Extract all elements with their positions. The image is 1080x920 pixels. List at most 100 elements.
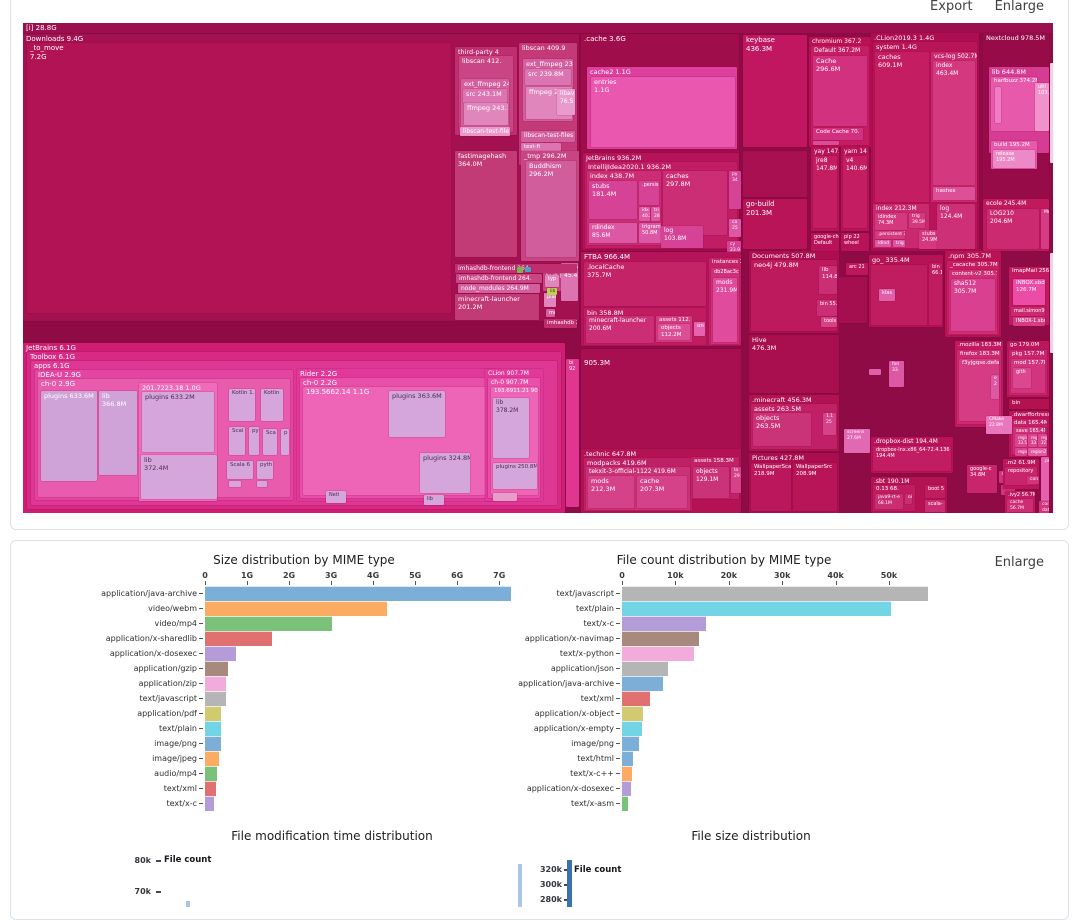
treemap-node[interactable]: region2 xyxy=(1028,448,1047,456)
treemap-node[interactable]: LOG210 204.6M xyxy=(987,209,1039,249)
treemap-node[interactable]: src 239.8M xyxy=(525,69,571,85)
treemap-node[interactable]: lib xyxy=(424,495,444,505)
treemap-node[interactable]: pip 22 wheel xyxy=(841,233,869,251)
treemap-node[interactable]: ca 25 xyxy=(729,219,741,237)
treemap-node[interactable]: .persistent 73 xyxy=(875,231,905,239)
treemap-node[interactable]: Sca xyxy=(263,429,277,455)
treemap-node[interactable] xyxy=(229,481,241,487)
treemap-node[interactable]: index 463.4M xyxy=(933,61,975,185)
treemap-node[interactable]: objects 263.5M xyxy=(753,413,811,446)
treemap-node[interactable]: bin 66.1 xyxy=(929,263,942,325)
treemap-node[interactable] xyxy=(995,87,1001,123)
treemap-node[interactable]: java9-rt-e 68.1M xyxy=(875,494,903,509)
treemap-node[interactable]: cache 207.3M xyxy=(637,476,687,508)
treemap-node[interactable]: cache 56.7M xyxy=(1007,499,1033,512)
treemap-node[interactable]: 1.1 25 xyxy=(823,413,836,435)
treemap-node[interactable] xyxy=(869,369,881,375)
treemap-node[interactable] xyxy=(493,493,517,501)
treemap-node[interactable]: keybase 436.3M xyxy=(743,35,807,147)
treemap-node[interactable]: google-ch Default xyxy=(811,233,839,251)
treemap-node[interactable]: libscan-test-files 6 xyxy=(521,131,575,142)
treemap-node[interactable]: regi 32. xyxy=(1038,434,1047,447)
treemap-node[interactable]: Scala 6 xyxy=(227,461,253,479)
treemap-node[interactable]: imhashdb-frontend 264. xyxy=(455,264,577,273)
treemap-node[interactable]: scala- xyxy=(925,500,945,512)
treemap-node[interactable]: pyth xyxy=(257,461,273,479)
treemap-node[interactable]: klas xyxy=(879,289,895,301)
treemap-node[interactable]: con data xyxy=(1039,501,1049,513)
treemap-node[interactable]: src 243.1M xyxy=(463,89,507,103)
treemap-node[interactable]: 905.3M xyxy=(581,349,741,455)
treemap-node[interactable]: boot 5 xyxy=(925,485,945,498)
treemap-node[interactable]: ffmpeg 243.1M xyxy=(464,103,508,125)
treemap-node[interactable]: WallpaperSrc 208.9M xyxy=(793,463,837,511)
treemap-node[interactable]: caches 609.1M xyxy=(875,52,929,202)
treemap-node[interactable]: lib 378.2M xyxy=(493,398,529,458)
enlarge-treemap-button[interactable]: Enlarge xyxy=(994,0,1044,14)
treemap-node[interactable]: plugins 363.6M xyxy=(389,391,445,437)
treemap-node[interactable]: lib xyxy=(547,288,557,295)
treemap-node[interactable]: dropbox-lnx.x86_64-72.4.136 194.4M xyxy=(873,446,951,471)
treemap-node[interactable] xyxy=(1050,63,1053,163)
treemap-node[interactable]: idind xyxy=(875,240,891,247)
treemap-node[interactable]: objects 112.2M xyxy=(658,324,690,340)
treemap-node[interactable]: trigram.i 50.8M xyxy=(639,223,661,243)
treemap-node[interactable]: minecraft-launcher 201.2M xyxy=(455,294,539,320)
treemap-node[interactable]: plugins 633.2M xyxy=(142,392,214,452)
treemap-node[interactable]: plugins 633.6M xyxy=(41,391,97,481)
treemap-node[interactable]: la 29 xyxy=(731,467,741,493)
treemap-node[interactable]: WallpaperScaled 218.9M xyxy=(751,463,791,511)
treemap-node[interactable]: con xyxy=(1027,476,1039,484)
treemap-node[interactable]: idindex 74.3M xyxy=(875,213,907,230)
treemap-node[interactable]: tools xyxy=(821,317,837,327)
treemap-node[interactable]: hashes xyxy=(933,187,975,200)
treemap-node[interactable] xyxy=(525,267,531,272)
treemap-node[interactable]: v4 140.6M xyxy=(843,156,867,228)
enlarge-charts-button[interactable]: Enlarge xyxy=(994,555,1044,570)
treemap-node[interactable]: Scal xyxy=(229,427,245,455)
treemap-node[interactable]: util 103.4 xyxy=(1035,83,1049,131)
treemap-node[interactable]: idx 40.2 xyxy=(639,207,650,221)
treemap-node[interactable]: [i] 28.8G xyxy=(23,23,1053,33)
treemap-node[interactable]: Kotlin 1. xyxy=(229,389,255,421)
treemap-node[interactable] xyxy=(517,267,523,273)
treemap-node[interactable]: stubs 181.4M xyxy=(589,181,637,219)
treemap-node[interactable]: log 103.8M xyxy=(661,226,703,248)
treemap-node[interactable]: typ xyxy=(545,275,559,287)
treemap-node[interactable]: lib 372.4M xyxy=(141,455,217,499)
treemap-node[interactable]: caches 297.8M xyxy=(663,171,727,235)
treemap-node[interactable]: tri 28 xyxy=(651,207,660,221)
treemap-node[interactable]: CMake 22.8M xyxy=(986,416,1012,434)
treemap-node[interactable]: e 2 xyxy=(991,375,999,399)
treemap-node[interactable]: oi xyxy=(905,494,912,504)
treemap-node[interactable] xyxy=(257,481,267,487)
treemap-node[interactable]: libscan-test-file xyxy=(460,127,510,136)
treemap-node[interactable]: .pkg xyxy=(1041,457,1049,513)
export-button[interactable]: Export xyxy=(930,0,973,14)
treemap-node[interactable]: _to_move 7.2G xyxy=(27,43,451,313)
treemap-node[interactable]: regio xyxy=(1015,448,1027,456)
treemap-node[interactable]: fon 33. xyxy=(889,361,904,387)
treemap-node[interactable]: .localCache 375.7M xyxy=(584,262,706,306)
treemap-node[interactable] xyxy=(813,141,839,145)
treemap-node[interactable] xyxy=(743,151,807,197)
treemap-node[interactable]: fastimagehash 364.0M xyxy=(455,151,517,257)
treemap-node[interactable] xyxy=(839,277,867,323)
treemap-node[interactable]: py 34 xyxy=(729,171,741,209)
treemap-node[interactable]: on xyxy=(694,322,705,336)
treemap-node[interactable]: go-build 201.3M xyxy=(743,199,807,249)
treemap-node[interactable]: regio 33.5 xyxy=(1015,434,1027,447)
treemap-node[interactable]: gith xyxy=(1013,368,1031,388)
treemap-node[interactable]: MA xyxy=(1041,209,1049,249)
treemap-node[interactable]: objects 129.1M xyxy=(693,467,729,498)
treemap-node[interactable]: Netl xyxy=(326,491,346,503)
treemap-node[interactable]: arc 21 xyxy=(846,263,868,275)
treemap-node[interactable]: bin xyxy=(1009,399,1049,409)
treemap-node[interactable]: jre8 147.8M xyxy=(813,156,837,228)
treemap-node[interactable]: mo xyxy=(546,309,555,317)
treemap-node[interactable] xyxy=(1050,253,1053,353)
treemap-node[interactable]: plugins 324.8M xyxy=(420,453,470,493)
treemap-node[interactable]: test-fi xyxy=(521,143,561,151)
treemap-node[interactable]: Code Cache 70. xyxy=(813,128,863,140)
treemap-node[interactable]: lib 366.8M xyxy=(99,391,137,475)
